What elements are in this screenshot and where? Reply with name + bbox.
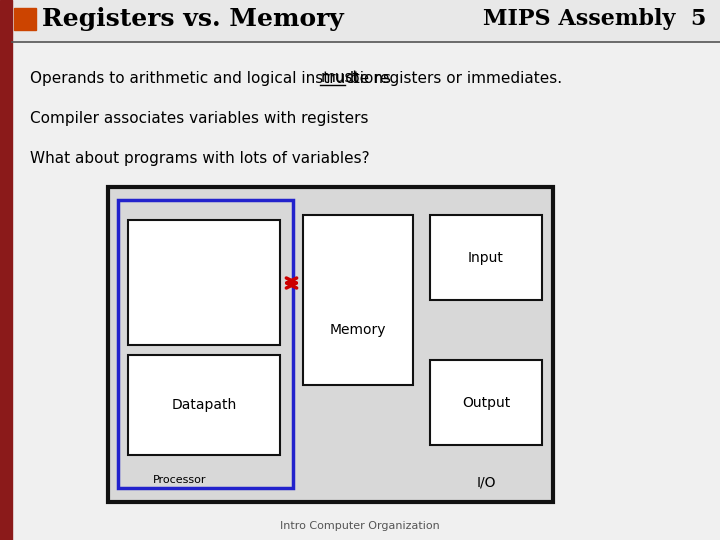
Bar xyxy=(303,215,413,385)
Text: I/O: I/O xyxy=(476,476,496,490)
Bar xyxy=(430,360,542,445)
Text: Registers vs. Memory: Registers vs. Memory xyxy=(42,7,343,31)
Bar xyxy=(0,0,12,540)
Text: Processor: Processor xyxy=(153,475,207,485)
Text: Memory: Memory xyxy=(330,323,386,337)
Bar xyxy=(128,355,280,455)
Text: Compiler associates variables with registers: Compiler associates variables with regis… xyxy=(30,111,369,125)
Bar xyxy=(108,187,553,502)
Text: What about programs with lots of variables?: What about programs with lots of variabl… xyxy=(30,151,369,165)
Text: Datapath: Datapath xyxy=(171,398,237,412)
Text: be registers or immediates.: be registers or immediates. xyxy=(345,71,562,85)
Bar xyxy=(14,8,36,30)
Bar xyxy=(128,220,280,345)
Text: Intro Computer Organization: Intro Computer Organization xyxy=(280,521,440,531)
Text: Operands to arithmetic and logical instructions: Operands to arithmetic and logical instr… xyxy=(30,71,396,85)
Bar xyxy=(430,215,542,300)
Text: Input: Input xyxy=(468,251,504,265)
Bar xyxy=(118,200,293,488)
Text: Output: Output xyxy=(462,396,510,410)
Text: MIPS Assembly  5: MIPS Assembly 5 xyxy=(482,8,706,30)
Text: must: must xyxy=(320,71,359,85)
